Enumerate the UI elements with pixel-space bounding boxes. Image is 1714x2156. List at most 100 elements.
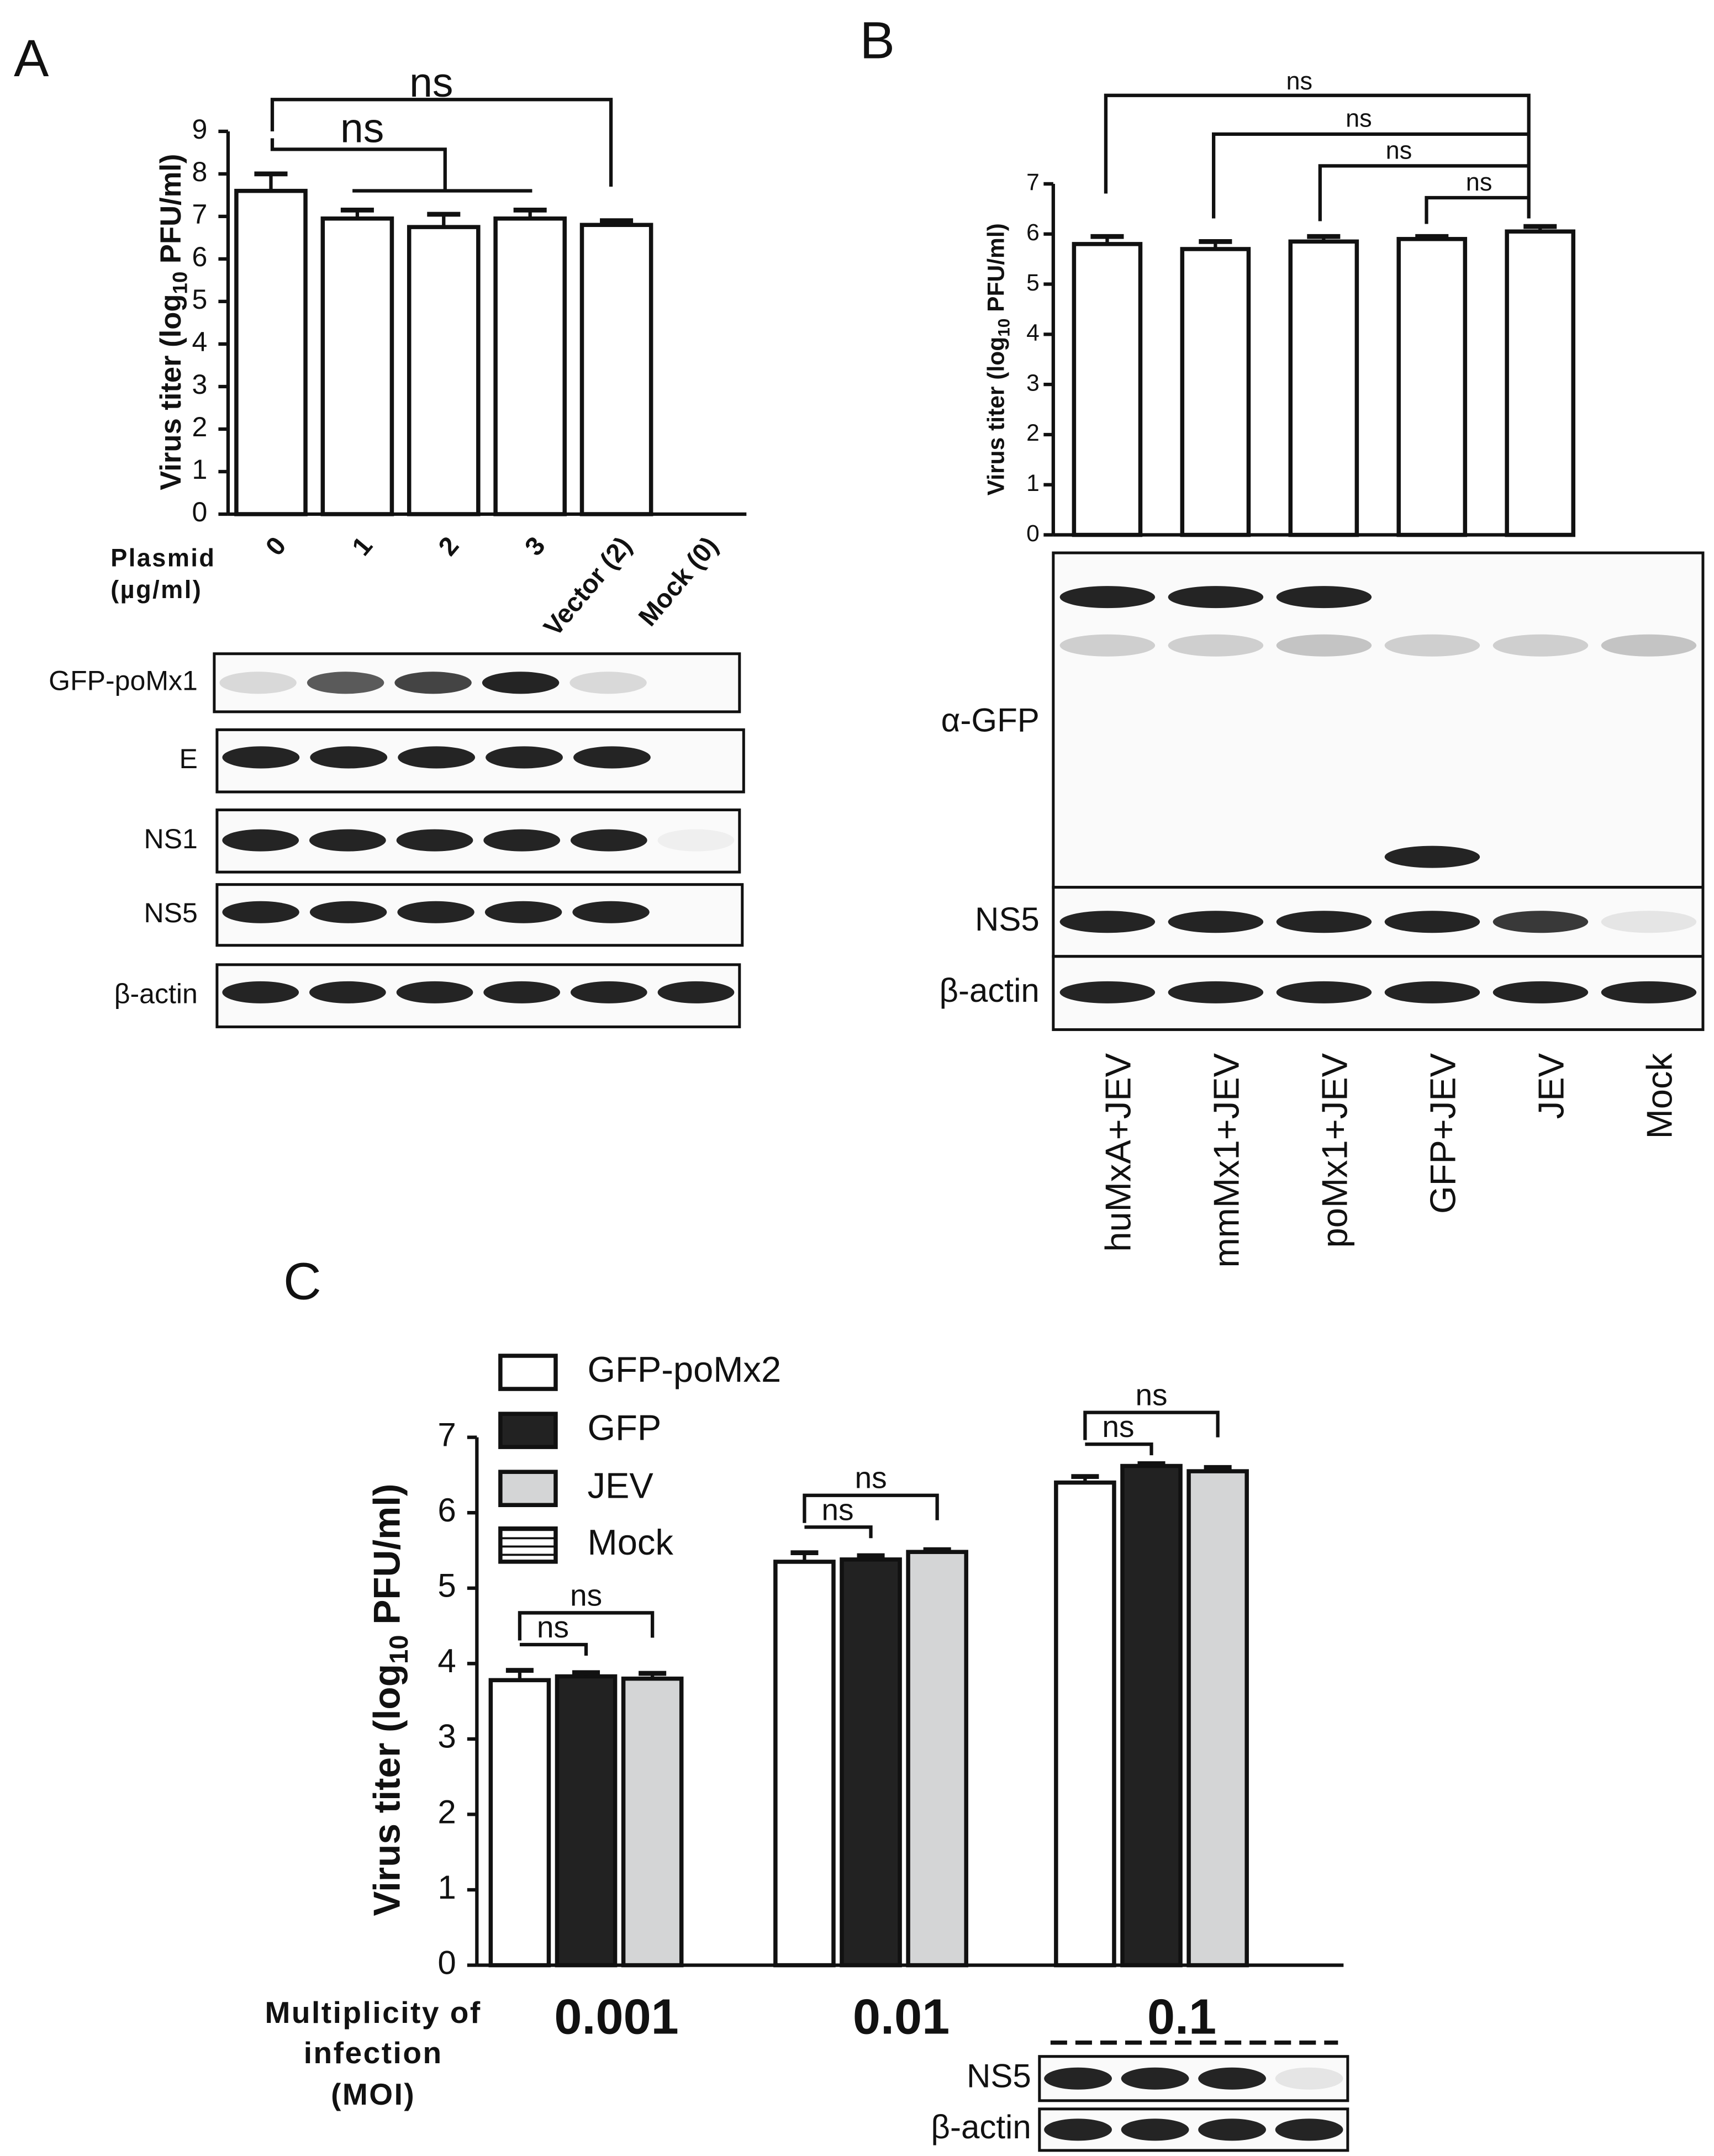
x-tick-label: 0.001 (554, 1989, 678, 2044)
x-tick-label: 0.1 (1147, 1989, 1216, 2044)
blot-band (1044, 2118, 1112, 2141)
blot-frame (215, 808, 741, 874)
blot-label: α-GFP (941, 702, 1040, 739)
bar (1120, 1463, 1183, 1968)
y-axis-label-text: Virus titer (log (367, 1664, 408, 1916)
legend-label: JEV (588, 1465, 654, 1505)
x-tick-label: 3 (519, 531, 551, 561)
y-axis-label: Virus titer (log10 PFU/ml) (367, 1483, 414, 1916)
blot-band (1384, 846, 1480, 868)
blot-band (307, 672, 384, 694)
blot-band (394, 672, 472, 694)
x-tick-label: 0 (260, 531, 292, 561)
blot-band (1168, 586, 1264, 609)
y-axis-label-unit: PFU/ml) (983, 223, 1010, 319)
panel-label: C (283, 1252, 321, 1310)
y-tick-label: 5 (1026, 270, 1040, 296)
y-tick-label: 3 (437, 1718, 456, 1755)
blot-band (1493, 634, 1589, 657)
blot-band (657, 981, 735, 1003)
blot-band (1601, 911, 1697, 933)
bar (579, 223, 653, 516)
blot-band (309, 901, 387, 923)
blot-band (482, 672, 560, 694)
y-tick-label: 3 (1026, 369, 1040, 396)
bar (1180, 247, 1251, 537)
annotation: ns (1102, 1409, 1134, 1444)
blot-band (222, 746, 300, 769)
y-tick-label: 6 (1026, 219, 1040, 246)
x-tick-label: Mock (1639, 1053, 1679, 1139)
blot-label: GFP-poMx1 (49, 665, 198, 696)
significance-bracket (1083, 1410, 1220, 1440)
blot-band (570, 981, 647, 1003)
blot-frame (215, 883, 744, 947)
x-tick-label: Vector (2) (538, 531, 637, 642)
blot-band (484, 901, 562, 923)
y-axis-label: Virus titer (log10 PFU/ml) (983, 223, 1013, 495)
blot-frame (215, 963, 741, 1028)
significance-bracket (519, 1642, 588, 1656)
blot-band (222, 901, 299, 923)
blot-band (1168, 911, 1264, 933)
bar (773, 1560, 836, 1968)
y-tick-label: 0 (192, 496, 208, 527)
y-tick-label: 2 (1026, 420, 1040, 446)
y-tick-label: 1 (437, 1869, 456, 1906)
blot-band (309, 981, 386, 1003)
blot-band (1059, 634, 1156, 657)
x-axis-label: (MOI) (331, 2077, 415, 2111)
annotation: ns (1466, 168, 1493, 196)
x-axis-label: infection (304, 2036, 443, 2070)
significance-bracket (803, 1493, 939, 1523)
annotation: ns (1346, 104, 1372, 133)
blot-band (1059, 911, 1156, 933)
bar (1396, 237, 1468, 537)
annotation: ns (821, 1492, 853, 1526)
annotation: ns (1286, 67, 1312, 95)
bar (621, 1676, 684, 1968)
annotation: ns (1135, 1378, 1167, 1412)
bar (234, 188, 308, 516)
blot-band (398, 746, 476, 769)
y-axis-label-unit: PFU/ml) (367, 1483, 408, 1635)
blot-label: β-actin (939, 972, 1039, 1009)
y-tick-label: 9 (192, 114, 208, 145)
y-tick-label: 0 (437, 1944, 456, 1981)
blot-band (1384, 911, 1480, 933)
bar (488, 1678, 551, 1968)
blot-band (1493, 981, 1589, 1003)
y-axis-label-unit: PFU/ml) (155, 154, 187, 272)
significance-bracket (270, 138, 447, 191)
significance-bracket (1318, 164, 1529, 221)
blot-band (310, 746, 388, 769)
x-tick-label: 2 (433, 531, 465, 561)
blot-frame (1052, 955, 1705, 1031)
annotation: ns (537, 1610, 569, 1644)
blot-band (569, 672, 647, 694)
y-tick-label: 0 (1026, 520, 1040, 547)
y-tick-label: 6 (192, 241, 208, 272)
blot-band (570, 829, 647, 852)
blot-frame (213, 652, 741, 714)
significance-bracket (518, 1611, 655, 1641)
significance-bracket (804, 1525, 873, 1539)
x-tick-label: Mock (0) (633, 531, 724, 632)
x-tick-label: huMxA+JEV (1098, 1053, 1138, 1251)
blot-band (483, 981, 561, 1003)
bar (493, 216, 567, 516)
bar (407, 225, 481, 516)
blot-band (1384, 634, 1480, 657)
y-tick-label: 5 (192, 284, 208, 315)
legend-swatch (498, 1412, 558, 1449)
blot-frame (1052, 551, 1705, 889)
legend-swatch (498, 1354, 558, 1391)
blot-band (396, 829, 473, 852)
blot-band (309, 829, 386, 852)
y-axis-label-subscript: 10 (384, 1635, 414, 1664)
x-tick-label: 0.01 (853, 1989, 950, 2044)
blot-band (486, 746, 563, 769)
bar (1505, 229, 1576, 537)
blot-band (1168, 634, 1264, 657)
